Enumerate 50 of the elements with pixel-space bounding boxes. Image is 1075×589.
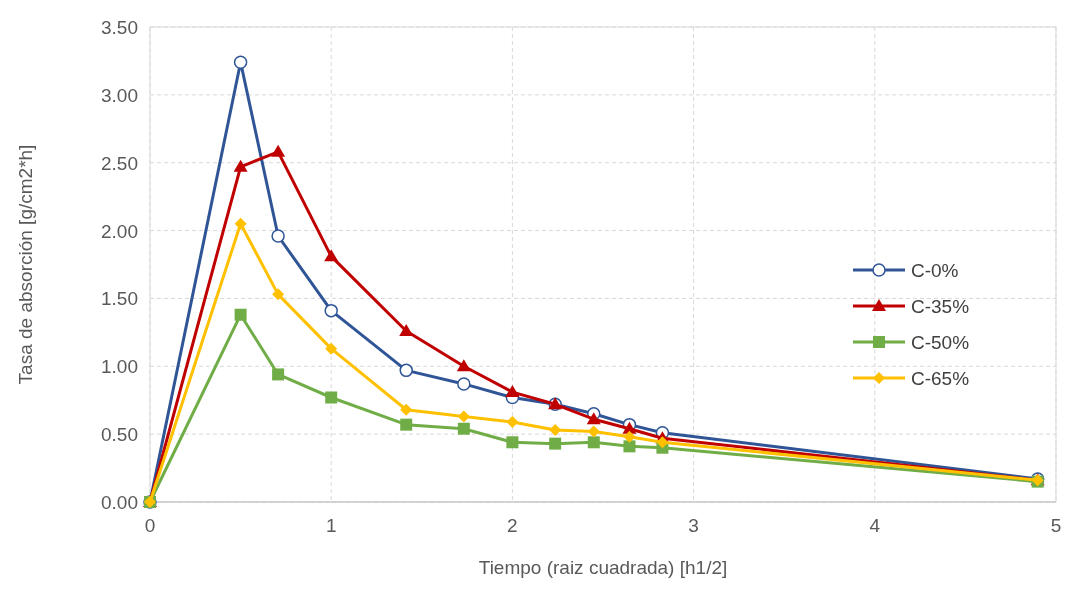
x-tick-label: 0 — [144, 515, 156, 536]
point — [456, 359, 471, 372]
point — [324, 303, 338, 318]
point — [506, 415, 519, 428]
point — [505, 385, 520, 398]
point — [587, 436, 600, 449]
legend-label: C-65% — [911, 368, 970, 389]
point — [549, 437, 562, 450]
x-tick-label: 4 — [869, 515, 881, 536]
point — [233, 55, 248, 70]
x-tick-label: 1 — [325, 515, 337, 536]
y-tick-label: 3.50 — [101, 17, 138, 38]
y-tick-label: 3.00 — [101, 84, 138, 106]
point — [272, 288, 285, 301]
point — [234, 308, 247, 321]
y-tick-label: 2.00 — [101, 220, 138, 242]
legend-label: C-0% — [911, 260, 959, 281]
point — [586, 412, 601, 425]
x-axis-title: Tiempo (raiz cuadrada) [h1/2] — [478, 557, 728, 578]
y-tick-label: 1.50 — [101, 288, 138, 310]
point — [400, 403, 413, 416]
y-tick-label: 1.00 — [101, 356, 138, 378]
point — [325, 391, 338, 404]
point — [325, 342, 338, 355]
point — [399, 324, 414, 336]
y-tick-label: 0.00 — [101, 492, 138, 513]
point — [623, 440, 636, 453]
point — [272, 368, 285, 381]
point — [271, 144, 286, 157]
point — [587, 425, 600, 438]
legend-label: C-50% — [911, 332, 970, 353]
legend-label: C-35% — [911, 296, 970, 317]
point — [271, 229, 285, 243]
point — [399, 363, 413, 378]
y-tick-label: 0.50 — [101, 424, 138, 446]
point — [506, 436, 519, 449]
point — [623, 430, 636, 443]
y-axis-title: Tasa de absorción [g/cm2*h] — [15, 144, 36, 385]
point — [457, 422, 470, 435]
point — [656, 436, 669, 449]
point — [457, 377, 471, 391]
point — [324, 249, 339, 262]
x-tick-label: 2 — [507, 515, 518, 536]
y-tick-label: 2.50 — [101, 152, 138, 174]
x-tick-label: 5 — [1050, 515, 1062, 536]
point — [400, 418, 413, 431]
x-tick-label: 3 — [688, 515, 699, 536]
point — [233, 159, 248, 172]
point — [234, 217, 247, 230]
point — [457, 410, 470, 423]
